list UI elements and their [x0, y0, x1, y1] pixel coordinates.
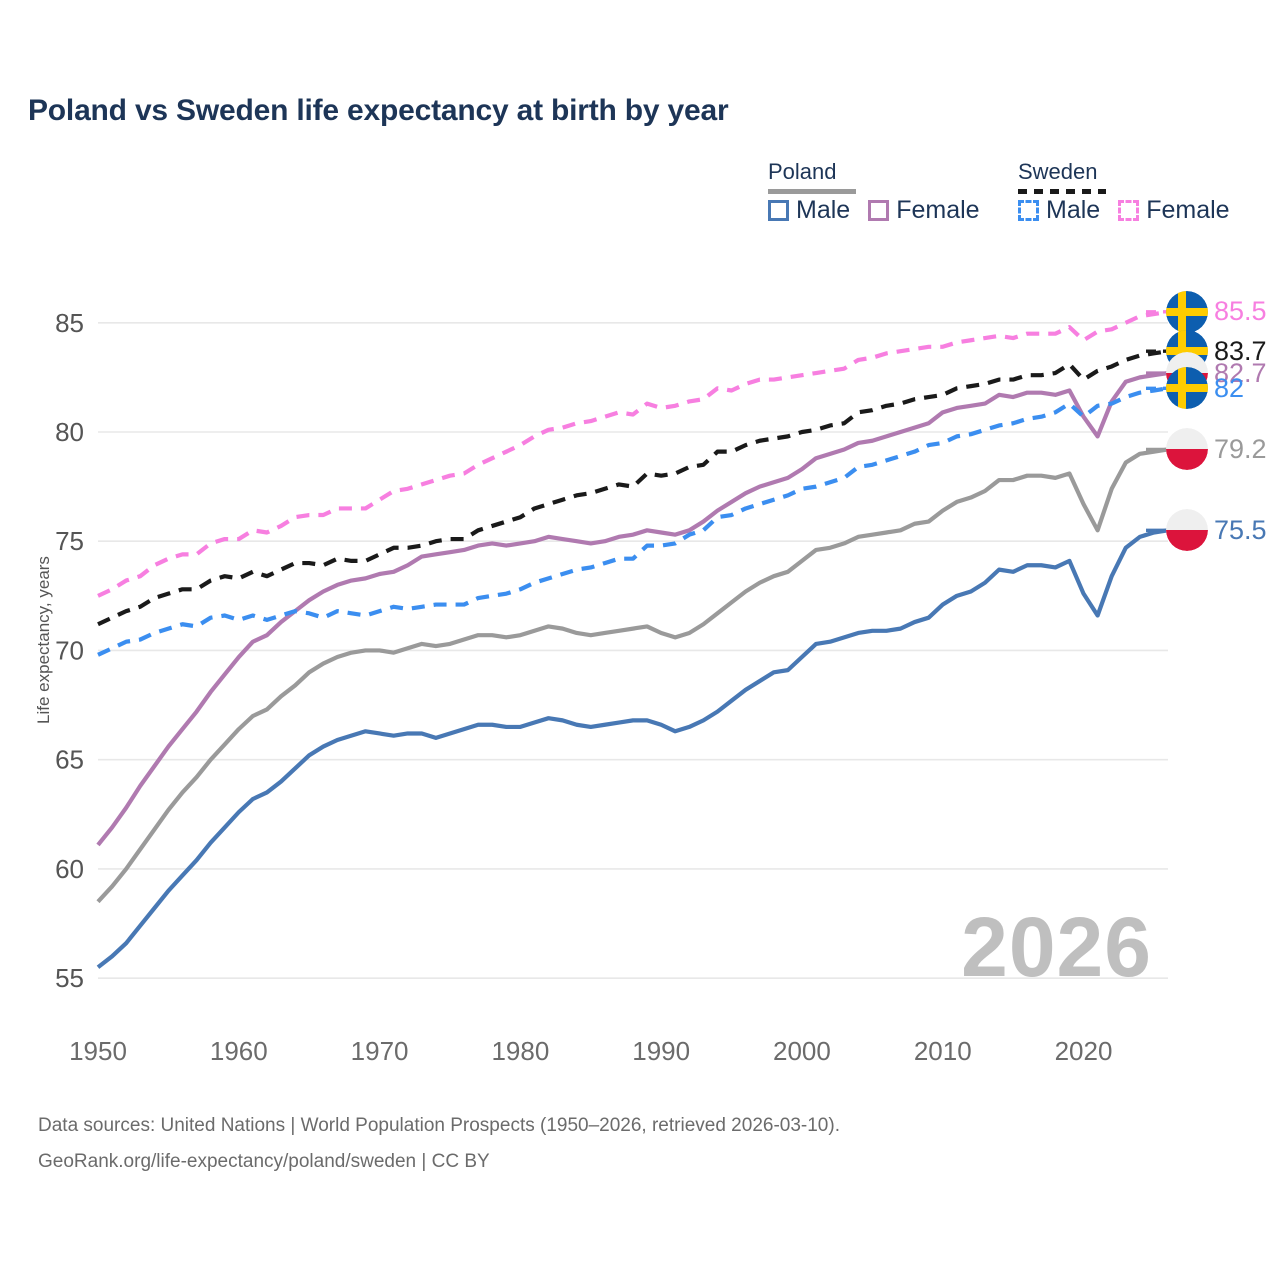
legend-label-poland-female: Female — [896, 196, 980, 224]
footer-line-attribution: GeoRank.org/life-expectancy/poland/swede… — [38, 1151, 490, 1172]
gridlines — [98, 321, 1168, 979]
y-tick-label: 75 — [55, 526, 84, 556]
legend-label-sweden-female: Female — [1146, 196, 1230, 224]
legend-item-poland-female[interactable]: Female — [868, 196, 980, 224]
footer-line-sources: Data sources: United Nations | World Pop… — [38, 1115, 840, 1136]
poland-flag-icon — [1166, 509, 1208, 552]
x-tick-labels: 1950 1960 1970 1980 1990 2000 2010 2020 — [69, 1036, 1112, 1066]
y-tick-label: 70 — [55, 635, 84, 665]
y-tick-label: 65 — [55, 745, 84, 775]
legend-swatch-icon-poland-male — [768, 200, 789, 221]
legend-rule-sweden — [1018, 189, 1106, 194]
legend-country-label-sweden: Sweden — [1018, 159, 1098, 184]
end-value-sweden-female: 85.5 — [1214, 296, 1267, 327]
end-value-poland-male: 75.5 — [1214, 514, 1267, 545]
sweden-flag-icon — [1166, 367, 1208, 410]
legend-rule-poland — [768, 189, 856, 194]
end-label-poland-male: 75.5 — [1166, 509, 1267, 552]
y-tick-label: 60 — [55, 854, 84, 884]
watermark-year: 2026 — [961, 900, 1152, 994]
legend-swatch-icon-poland-female — [868, 200, 890, 221]
legend-item-sweden-male[interactable]: Male — [1018, 198, 1100, 223]
series-line-sweden-male — [97, 386, 1169, 657]
legend-item-poland-male[interactable]: Male — [768, 198, 850, 223]
series-line-poland-both-sexes — [96, 447, 1169, 904]
x-tick-label: 1970 — [351, 1036, 409, 1066]
x-tick-label: 2020 — [1055, 1036, 1113, 1066]
series-line-sweden-female — [97, 309, 1169, 598]
x-tick-label: 1990 — [632, 1036, 690, 1066]
end-label-sweden-female: 85.5 — [1166, 290, 1267, 333]
chart-legend: Poland Male Female Sweden Male — [760, 160, 1260, 240]
legend-item-sweden-female[interactable]: Female — [1118, 196, 1230, 224]
x-tick-label: 1980 — [491, 1036, 549, 1066]
legend-swatch-icon-sweden-female — [1118, 200, 1140, 221]
y-axis-title: Life expectancy, years — [34, 556, 53, 724]
end-label-poland-both: 79.2 — [1166, 428, 1267, 471]
end-value-poland-female: 82.7 — [1214, 357, 1267, 388]
x-tick-label: 1950 — [69, 1036, 127, 1066]
y-tick-labels: 55 60 65 70 75 80 85 — [55, 308, 84, 993]
y-tick-label: 55 — [55, 963, 84, 993]
footer: Data sources: United Nations | World Pop… — [38, 1108, 840, 1180]
end-label-sweden-male: 82 — [1166, 367, 1245, 410]
x-tick-label: 1960 — [210, 1036, 268, 1066]
x-tick-label: 2000 — [773, 1036, 831, 1066]
page-title: Poland vs Sweden life expectancy at birt… — [28, 94, 729, 127]
series-line-poland-female — [96, 370, 1169, 847]
series-line-sweden-both-sexes — [97, 349, 1169, 627]
legend-label-sweden-male: Male — [1046, 196, 1101, 224]
series-line-poland-male — [96, 528, 1169, 969]
legend-swatch-icon-sweden-male — [1018, 200, 1039, 221]
y-tick-label: 80 — [55, 417, 84, 447]
legend-group-poland: Poland Male Female — [768, 159, 980, 223]
end-label-sweden-both: 83.7 — [1166, 330, 1267, 373]
legend-group-sweden: Sweden Male Female — [1018, 159, 1230, 223]
y-tick-label: 85 — [55, 308, 84, 338]
poland-flag-icon — [1166, 428, 1208, 471]
x-tick-label: 2010 — [914, 1036, 972, 1066]
end-value-sweden-both: 83.7 — [1214, 335, 1267, 366]
end-value-poland-both: 79.2 — [1214, 433, 1267, 464]
legend-label-poland-male: Male — [796, 196, 851, 224]
series-lines — [96, 309, 1169, 969]
end-value-sweden-male: 82 — [1214, 372, 1245, 403]
sweden-flag-icon — [1166, 290, 1208, 333]
legend-country-label-poland: Poland — [768, 159, 837, 184]
